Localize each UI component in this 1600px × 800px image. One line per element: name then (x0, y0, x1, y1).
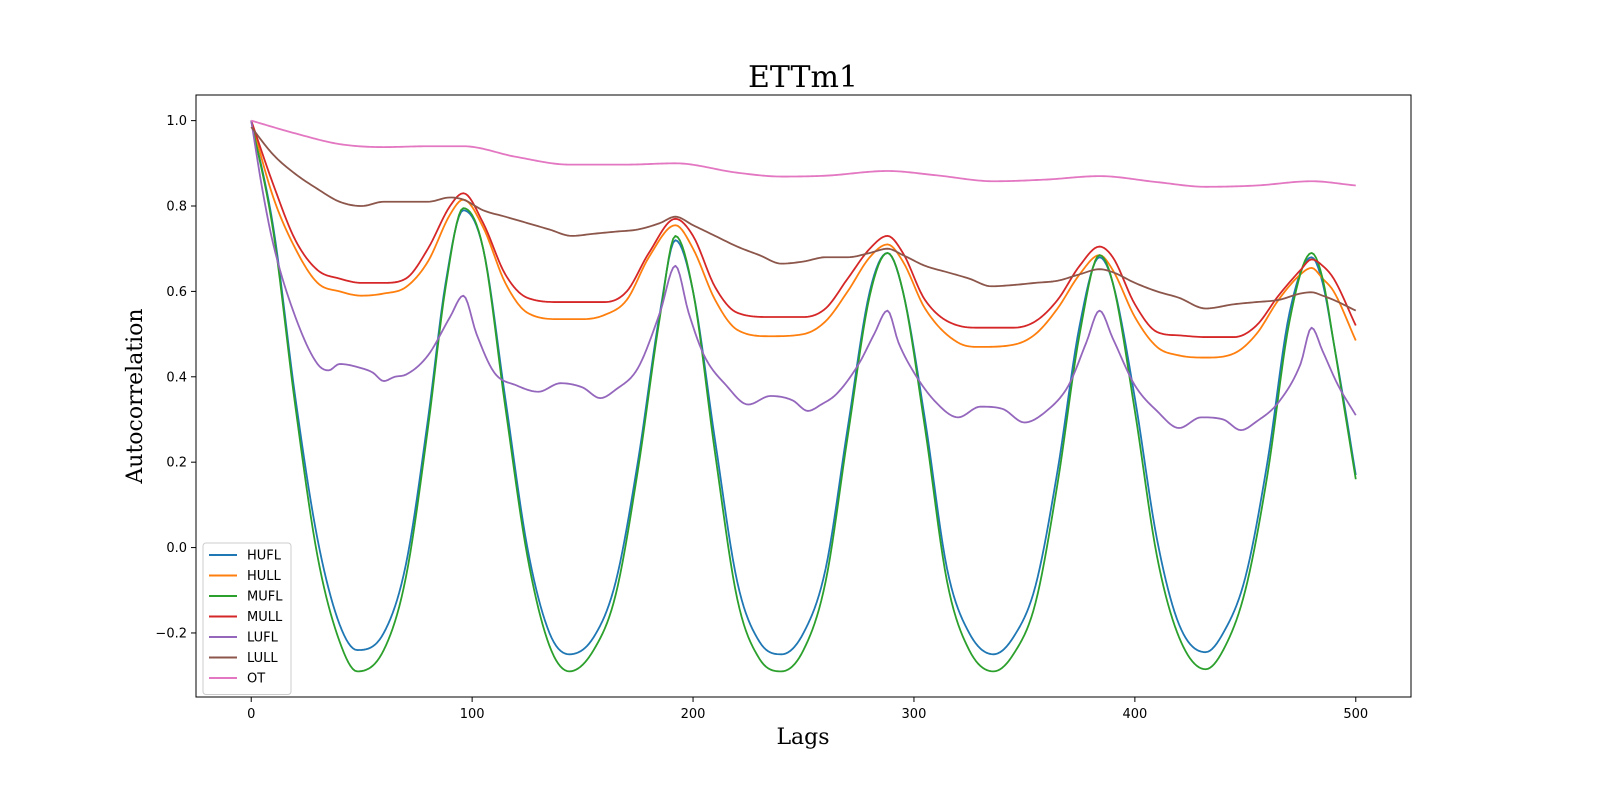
y-tick-label: 0.2 (166, 456, 187, 471)
chart-title: ETTm1 (748, 60, 858, 95)
x-tick-label: 300 (902, 707, 927, 722)
y-tick-label: 0.8 (166, 200, 187, 215)
series-line-mufl (250, 120, 1357, 673)
x-tick-label: 200 (681, 707, 706, 722)
series-line-lufl (250, 120, 1357, 432)
legend-label-mufl: MUFL (247, 590, 283, 605)
y-axis: −0.2 0.0 0.2 0.4 0.6 0.8 1.0 (155, 114, 196, 641)
y-tick-label: −0.2 (155, 626, 187, 641)
y-tick-label: 0.4 (166, 370, 187, 385)
series-line-hufl (250, 120, 1357, 656)
y-axis-label: Autocorrelation (123, 308, 148, 484)
series-line-lull (250, 126, 1357, 312)
legend-label-lufl: LUFL (247, 631, 279, 646)
legend-label-ot: OT (247, 672, 265, 687)
legend-label-lull: LULL (247, 651, 278, 666)
series-line-ot (250, 119, 1356, 188)
legend: HUFL HULL MUFL MULL LUFL LULL OT (202, 542, 292, 695)
x-tick-label: 400 (1122, 707, 1147, 722)
y-tick-label: 1.0 (166, 114, 187, 129)
x-tick-label: 100 (460, 707, 485, 722)
legend-label-hull: HULL (247, 569, 282, 584)
legend-label-mull: MULL (247, 610, 283, 625)
y-tick-label: 0.0 (166, 541, 187, 556)
x-tick-label: 500 (1343, 707, 1368, 722)
series-line-mull (250, 120, 1357, 338)
legend-label-hufl: HUFL (247, 549, 282, 564)
plot-area (250, 119, 1357, 673)
series-line-hull (250, 120, 1357, 359)
plot-frame (195, 94, 1412, 698)
x-axis-label: Lags (776, 725, 829, 750)
y-tick-label: 0.6 (166, 285, 187, 300)
x-tick-label: 0 (247, 707, 255, 722)
x-axis: 0 100 200 300 400 500 (247, 697, 1368, 722)
